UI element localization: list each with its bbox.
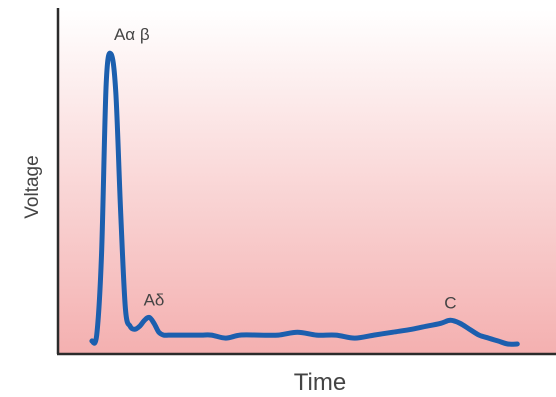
peak-label-c: C	[444, 293, 456, 312]
peak-label-a-alpha-beta: Aα β	[114, 25, 150, 44]
y-axis-label: Voltage	[22, 155, 43, 218]
voltage-trace	[89, 50, 520, 347]
x-axis-label: Time	[294, 369, 346, 396]
peak-labels: Aα β Aδ C	[114, 25, 457, 312]
peak-label-a-delta: Aδ	[144, 290, 165, 309]
plot-background	[58, 10, 556, 353]
